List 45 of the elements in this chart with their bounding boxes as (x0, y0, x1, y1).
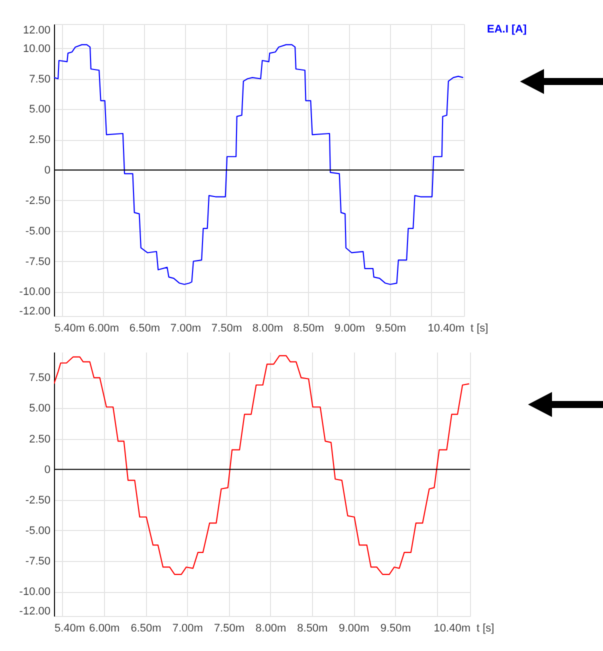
y-tick-label: -5.00 (25, 225, 50, 238)
y-tick-label: 2.50 (29, 433, 50, 446)
y-tick-label: -12.00 (19, 306, 50, 318)
x-tick-label: 10.40m (434, 622, 470, 634)
y-tick-label: 10.00 (22, 42, 50, 55)
y-tick-label: -2.50 (25, 194, 50, 207)
y-tick-label: -7.50 (25, 256, 50, 268)
x-tick-label: 6.50m (130, 622, 162, 634)
x-tick-label: 7.00m (172, 622, 203, 634)
x-tick-label: 7.50m (211, 322, 242, 334)
y-tick-label: 12.00 (22, 24, 50, 36)
x-tick-label: 8.00m (256, 622, 286, 634)
x-tick-label: 8.00m (252, 322, 283, 334)
x-tick-label: 9.00m (338, 622, 370, 634)
x-tick-label: 8.50m (293, 322, 324, 334)
y-tick-label: -12.00 (19, 606, 50, 618)
y-tick-label: 0 (44, 464, 50, 476)
x-tick-label: 5.40m (54, 322, 86, 334)
x-tick-label: 9.50m (380, 622, 411, 634)
y-tick-label: 7.50 (29, 372, 50, 384)
x-tick-label: 10.40m (428, 322, 464, 334)
y-tick-label: -10.00 (19, 586, 50, 598)
y-tick-label: -7.50 (25, 556, 50, 568)
y-tick-label: 5.00 (29, 402, 50, 415)
x-tick-label: 8.50m (297, 622, 328, 634)
x-tick-label: 7.50m (214, 622, 245, 634)
y-tick-label: 7.50 (29, 73, 50, 86)
y-tick-label: 0 (44, 164, 50, 176)
y-tick-label: -5.00 (25, 524, 50, 537)
y-tick-label: 5.00 (29, 104, 50, 116)
y-tick-label: 2.50 (29, 134, 50, 146)
line-series (54, 355, 470, 575)
x-tick-label: 6.00m (89, 622, 120, 634)
x-tick-label: 7.00m (170, 322, 201, 334)
y-tick-label: -10.00 (19, 286, 50, 298)
x-axis-title: t [s] (476, 622, 494, 634)
text: EA.I [A] (487, 24, 528, 36)
y-tick-label: -2.50 (25, 494, 50, 506)
x-tick-label: 9.00m (334, 322, 365, 334)
x-tick-label: 5.40m (54, 622, 86, 634)
x-tick-label: 9.50m (375, 322, 406, 334)
x-tick-label: 6.00m (88, 322, 119, 334)
x-axis-title: t [s] (470, 322, 488, 334)
line-series (54, 44, 464, 285)
x-tick-label: 6.50m (129, 322, 160, 334)
